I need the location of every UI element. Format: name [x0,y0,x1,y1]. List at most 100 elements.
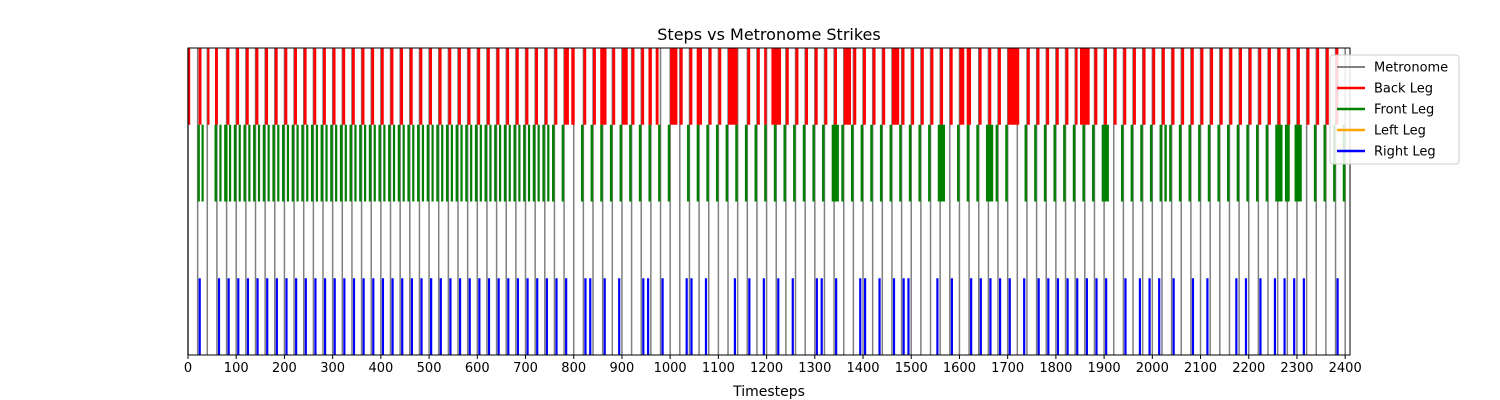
right-leg-step [815,278,818,355]
back-leg-step [332,48,336,125]
front-leg-step [629,124,632,202]
front-leg-step [1217,124,1220,202]
right-leg-step [1235,278,1238,355]
right-leg-step [1095,278,1098,355]
back-leg-step [1325,48,1329,125]
front-leg-step [687,124,690,202]
front-leg-step [812,124,815,202]
front-leg-step [484,124,487,202]
front-leg-step [715,124,719,202]
legend-label: Back Leg [1374,82,1433,97]
right-leg-step [979,278,982,355]
right-leg-step [536,278,539,355]
x-tick-label: 500 [417,361,442,376]
back-leg-step [255,48,259,125]
back-leg-step [448,48,452,125]
right-leg-step [1124,278,1127,355]
back-leg-step [429,48,432,125]
front-leg-step [257,124,261,202]
front-leg-step [879,124,883,202]
x-axis: 0 100 200 300 400 500 600 700 800 900 1000 1100 1200… [184,355,1362,376]
right-leg-step [343,278,346,355]
front-leg-step [1313,124,1317,202]
right-leg-step [410,278,413,355]
right-leg-step [1047,278,1050,355]
legend: Metronome Back Leg Front Leg Left Leg Right … [1329,54,1460,165]
front-leg-step [1323,124,1326,202]
back-leg-step [1152,48,1156,125]
front-leg-step [243,124,246,202]
x-tick-label: 100 [224,361,249,376]
front-leg-step [412,124,415,202]
front-leg-step [648,124,651,202]
right-leg-step [1138,278,1142,355]
front-leg-step [445,124,449,202]
x-tick-label: 400 [368,361,393,376]
front-leg-step [1072,124,1076,202]
front-leg-step [1207,124,1211,202]
right-leg-step [275,278,278,355]
front-leg-step [725,124,729,202]
front-leg-step [754,124,757,202]
front-leg-step [267,124,270,202]
back-leg-step [409,48,413,125]
back-leg-step [1287,48,1291,125]
right-leg-step [237,278,240,355]
x-tick-label: 2200 [1232,361,1265,376]
back-leg-step [689,48,693,125]
back-leg-step [1065,48,1069,125]
front-leg-step [388,124,391,202]
front-leg-step [1188,124,1191,202]
back-leg-step [380,48,384,125]
front-leg-step [1149,124,1153,202]
back-leg-step [1036,48,1040,125]
back-leg-step [274,48,278,125]
back-leg-step [959,48,965,125]
back-leg-step [564,48,569,125]
back-leg-step [226,48,230,125]
back-leg-step [1079,48,1090,125]
front-leg-step [561,124,564,202]
back-leg-step [284,48,288,125]
back-leg-step [978,48,982,125]
right-leg-step [1206,278,1209,355]
back-leg-step [679,48,683,125]
back-leg-step [1229,48,1233,125]
back-leg-step [696,48,702,125]
back-leg-step [911,48,915,125]
front-leg-step [1043,124,1047,202]
back-leg-step [824,48,828,125]
front-leg-step [354,124,357,202]
front-leg-step [397,124,401,202]
x-tick-label: 600 [465,361,490,376]
back-leg-step [486,48,490,125]
front-leg-step [744,124,748,202]
back-leg-step [747,48,751,125]
right-leg-step [285,278,288,355]
back-leg-step [1123,48,1127,125]
back-leg-step [631,48,635,125]
front-leg-step [1169,124,1172,202]
front-leg-step [315,124,318,202]
right-leg-step [762,278,765,355]
back-leg-step [1200,48,1204,125]
x-tick-label: 1600 [943,361,976,376]
back-leg-step [1181,48,1185,125]
back-leg-step [1258,48,1262,125]
front-leg-step [706,124,709,202]
back-leg-step [718,48,722,125]
front-leg-step [494,124,497,202]
front-leg-step [359,124,362,202]
right-leg-step [333,278,336,355]
front-leg-step [793,124,796,202]
front-leg-step [1140,124,1143,202]
back-leg-step [544,48,548,125]
right-leg-step [1105,278,1108,355]
front-leg-step [735,124,738,202]
back-leg-step [872,48,876,125]
front-leg-step [330,124,333,202]
right-leg-step [256,278,259,355]
front-leg-step [638,124,642,202]
front-leg-step [1053,124,1056,202]
right-leg-step [642,278,645,355]
